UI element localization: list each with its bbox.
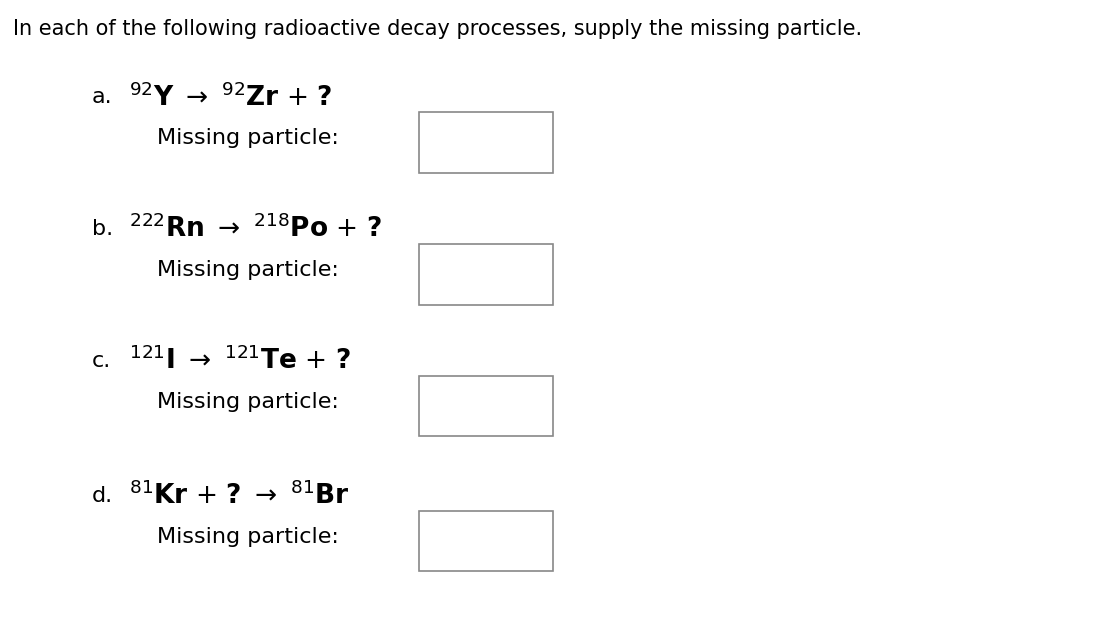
Bar [419,112,553,173]
Bar [419,244,553,305]
Bar [419,511,553,571]
Text: In each of the following radioactive decay processes, supply the missing particl: In each of the following radioactive dec… [13,19,863,39]
Text: $^{121}$$\mathbf{I}$ $\rightarrow$ $^{121}$$\mathbf{Te}$ $+$ $\mathbf{?}$: $^{121}$$\mathbf{I}$ $\rightarrow$ $^{12… [129,347,350,376]
Text: $^{92}$$\mathbf{Y}$ $\rightarrow$ $^{92}$$\mathbf{Zr}$ $+$ $\mathbf{?}$: $^{92}$$\mathbf{Y}$ $\rightarrow$ $^{92}… [129,83,332,112]
Text: Missing particle:: Missing particle: [157,128,339,148]
Text: Missing particle:: Missing particle: [157,527,339,547]
Text: b.: b. [92,219,113,239]
Text: Missing particle:: Missing particle: [157,392,339,412]
Text: $^{81}$$\mathbf{Kr}$ $+$ $\mathbf{?}$ $\rightarrow$ $^{81}$$\mathbf{Br}$: $^{81}$$\mathbf{Kr}$ $+$ $\mathbf{?}$ $\… [129,482,350,511]
Text: Missing particle:: Missing particle: [157,260,339,280]
Bar [419,376,553,436]
Text: a.: a. [92,87,112,107]
Text: d.: d. [92,486,113,506]
Text: c.: c. [92,351,111,371]
Text: $^{222}$$\mathbf{Rn}$ $\rightarrow$ $^{218}$$\mathbf{Po}$ $+$ $\mathbf{?}$: $^{222}$$\mathbf{Rn}$ $\rightarrow$ $^{2… [129,215,381,244]
